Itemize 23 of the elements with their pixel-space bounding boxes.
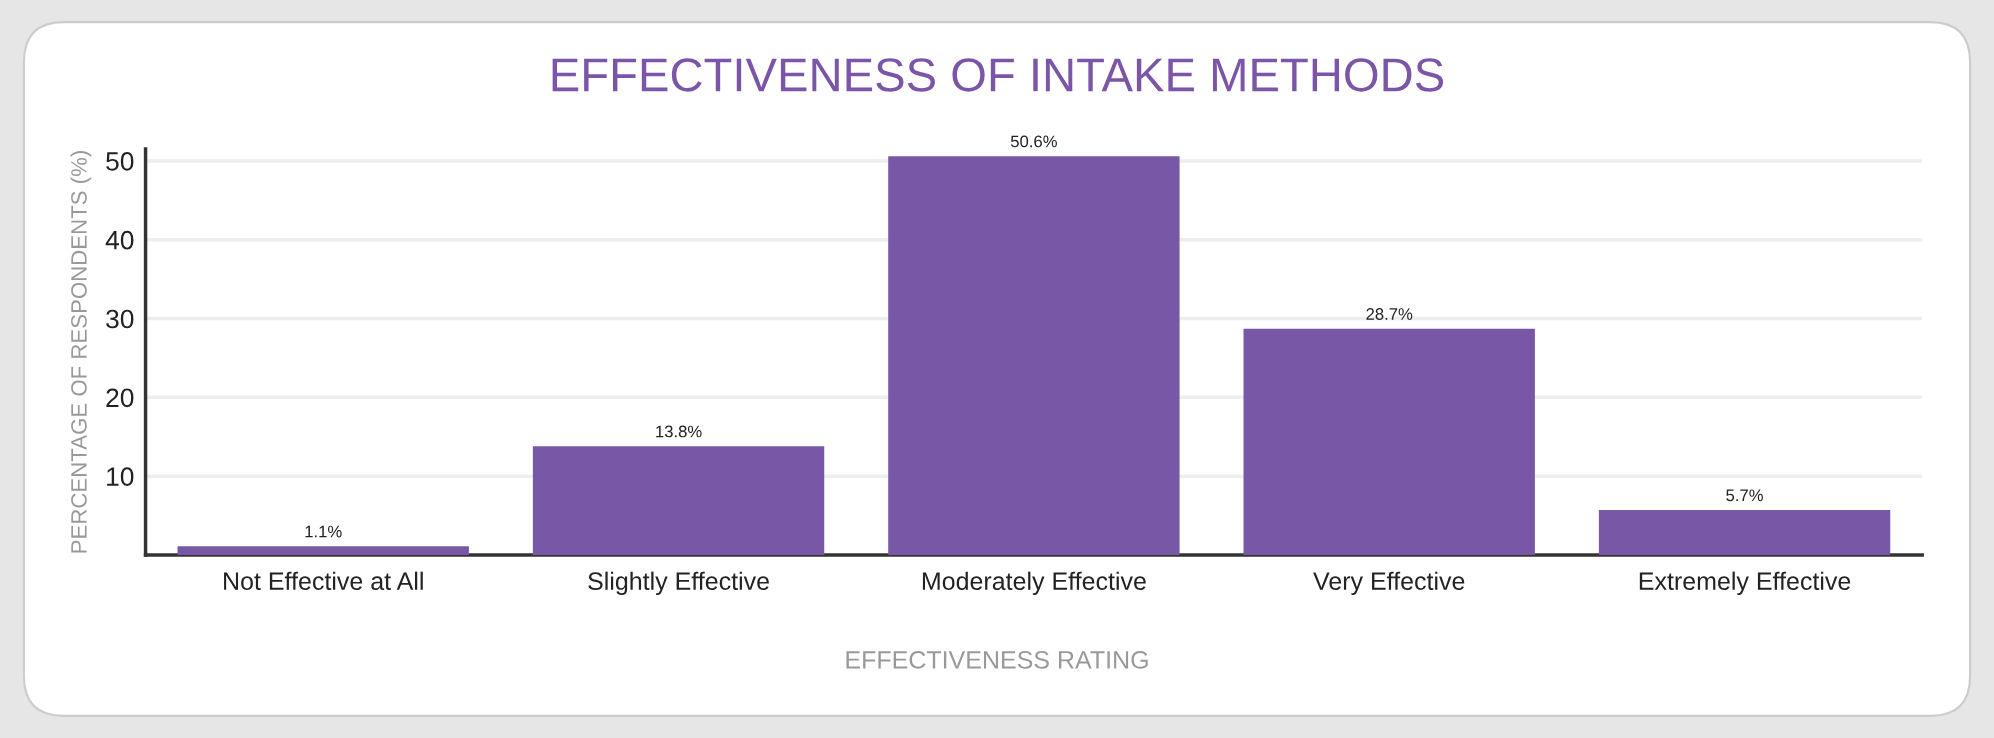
bar bbox=[888, 156, 1180, 555]
y-tick-label: 40 bbox=[105, 230, 134, 250]
y-tick-label: 10 bbox=[107, 467, 134, 486]
x-axis-title: EFFECTIVENESS RATING bbox=[846, 650, 1148, 669]
data-label: 5.7% bbox=[1726, 489, 1763, 502]
data-label: 13.8% bbox=[656, 425, 702, 438]
y-axis-title: PERCENTAGE OF RESPONDENTS (%) bbox=[70, 151, 92, 553]
y-tick-label: 20 bbox=[106, 388, 134, 408]
y-tick-label: 30 bbox=[106, 309, 134, 329]
x-tick-label: Very Effective bbox=[1313, 571, 1465, 595]
x-tick-label: Not Effective at All bbox=[224, 571, 423, 591]
bar bbox=[1243, 328, 1535, 555]
y-tick-label: 50 bbox=[106, 152, 134, 171]
data-label: 50.6% bbox=[1010, 135, 1057, 148]
bar bbox=[532, 446, 825, 555]
data-label: 1.1% bbox=[305, 525, 342, 538]
data-label: 28.7% bbox=[1366, 308, 1413, 320]
bar bbox=[177, 546, 469, 555]
x-tick-label: Slightly Effective bbox=[588, 571, 769, 595]
chart-title: EFFECTIVENESS OF INTAKE METHODS bbox=[552, 58, 1444, 92]
bar bbox=[1598, 510, 1891, 555]
x-tick-label: Moderately Effective bbox=[922, 571, 1146, 595]
x-tick-label: Extremely Effective bbox=[1639, 571, 1851, 595]
